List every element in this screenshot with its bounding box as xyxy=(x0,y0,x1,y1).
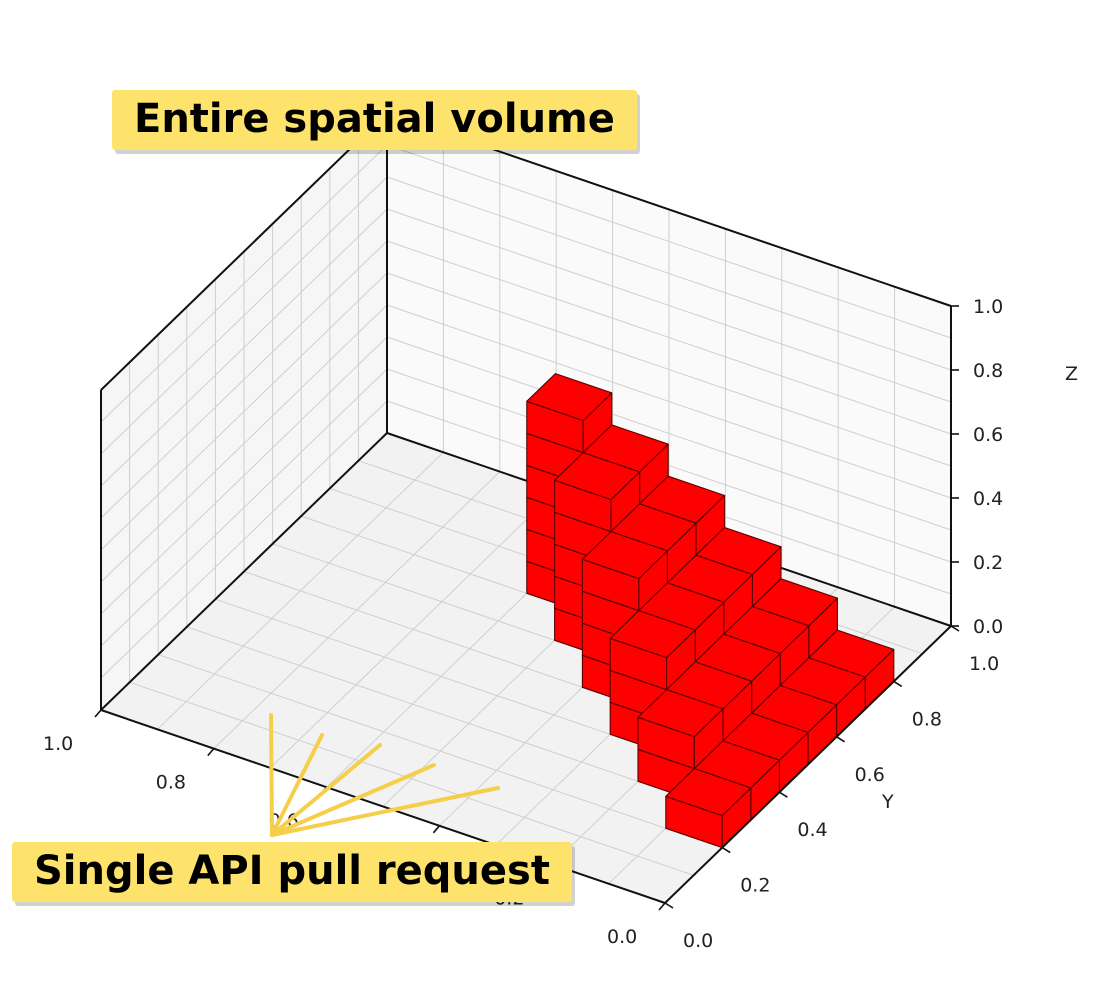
axis-panes xyxy=(101,113,951,903)
z-tick-label: 0.4 xyxy=(973,488,1003,510)
x-tick xyxy=(658,902,666,911)
grid-line xyxy=(213,471,501,749)
pointer-line xyxy=(270,743,382,837)
voxel-face-top xyxy=(526,373,613,422)
voxel-face-top xyxy=(609,610,696,659)
x-tick xyxy=(432,825,441,834)
y-tick xyxy=(893,680,903,688)
y-tick-label: 0.8 xyxy=(912,708,942,730)
z-tick-label: 1.0 xyxy=(973,296,1003,318)
grid-line xyxy=(386,144,952,339)
z-tick-label: 0.8 xyxy=(973,360,1003,382)
pointer-line xyxy=(270,763,436,837)
voxel-bar xyxy=(581,531,668,612)
y-tick xyxy=(950,625,960,632)
y-tick xyxy=(721,846,731,854)
voxel-bar xyxy=(637,689,724,770)
voxel-face-top xyxy=(581,531,668,580)
x-tick-label: 0.8 xyxy=(156,772,186,794)
pointer-line xyxy=(270,733,324,837)
y-tick-label: 0.0 xyxy=(683,930,713,952)
y-tick xyxy=(778,791,788,798)
pointer-line xyxy=(269,713,274,837)
x-tick-label: 1.0 xyxy=(43,733,73,755)
z-tick-label: 0.2 xyxy=(973,552,1003,574)
grid-line xyxy=(100,240,388,519)
x-tick xyxy=(207,748,215,757)
voxel-face-top xyxy=(665,768,752,817)
grid-line xyxy=(157,451,444,730)
box-edge xyxy=(100,112,388,391)
pull-request-callout: Single API pull request xyxy=(12,842,572,902)
grid-line xyxy=(386,176,952,371)
pointer-line xyxy=(270,786,500,837)
x-tick xyxy=(94,709,102,718)
y-tick-label: 1.0 xyxy=(969,653,999,675)
y-tick xyxy=(664,902,674,909)
voxel-bar xyxy=(665,768,752,849)
y-axis-label: Y xyxy=(881,791,894,813)
voxel-face-top xyxy=(554,452,641,501)
y-tick-label: 0.6 xyxy=(855,764,885,786)
y-tick xyxy=(836,736,846,743)
box-edge-front xyxy=(664,625,952,904)
grid-line xyxy=(386,208,952,403)
grid-line xyxy=(100,176,388,455)
voxel-bar xyxy=(526,373,613,454)
grid-line xyxy=(100,144,388,423)
voxel-face-top xyxy=(637,689,724,738)
z-tick-label: 0.6 xyxy=(973,424,1003,446)
callout-pointers xyxy=(269,713,500,837)
grid-line xyxy=(269,490,557,769)
y-tick-label: 0.2 xyxy=(740,875,770,897)
z-tick-label: 0.0 xyxy=(973,616,1003,638)
box-edge xyxy=(100,432,388,711)
grid-line xyxy=(386,240,952,435)
grid-line xyxy=(100,272,388,551)
grid-line xyxy=(100,208,388,487)
z-axis-label: Z xyxy=(1065,363,1078,385)
x-tick-label: 0.0 xyxy=(607,926,637,948)
y-tick-label: 0.4 xyxy=(797,819,827,841)
volume-callout: Entire spatial volume xyxy=(112,90,637,150)
voxel-bars xyxy=(526,373,895,849)
grid-line xyxy=(386,272,952,467)
